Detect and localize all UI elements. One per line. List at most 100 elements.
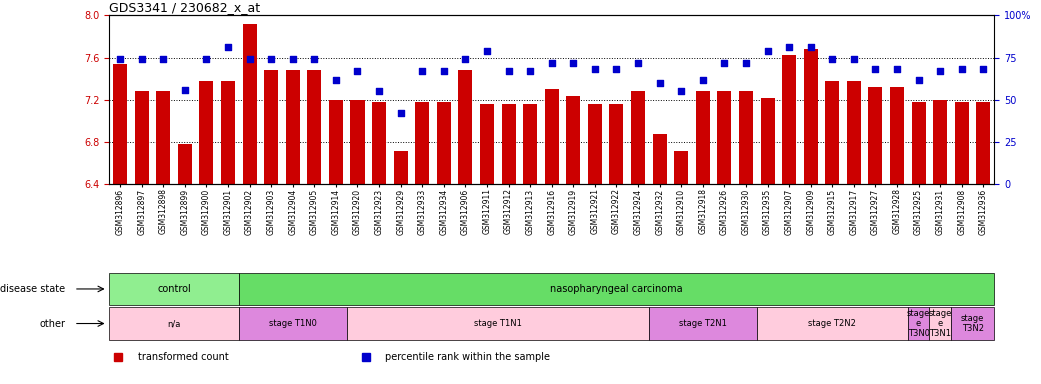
Text: stage T1N0: stage T1N0 (269, 319, 316, 328)
Bar (912, 102, 925, 184)
Bar (351, 100, 364, 184)
Point (889, 66, 906, 73)
Bar (544, 89, 559, 184)
Point (781, 45, 797, 51)
Point (586, 66, 603, 73)
Point (220, 45, 236, 51)
Point (932, 68, 948, 74)
Point (672, 88, 689, 94)
Point (543, 60, 560, 66)
Bar (502, 104, 515, 184)
Point (630, 60, 646, 66)
Bar (757, 307, 908, 340)
Text: disease state: disease state (0, 284, 65, 294)
Bar (951, 307, 994, 340)
Point (652, 80, 668, 86)
Point (133, 56, 150, 62)
Bar (761, 98, 775, 184)
Bar (221, 81, 235, 184)
Bar (566, 96, 580, 184)
Text: nasopharyngeal carcinoma: nasopharyngeal carcinoma (550, 284, 683, 294)
Text: stage T2N1: stage T2N1 (679, 319, 727, 328)
Bar (437, 102, 451, 184)
Point (242, 56, 258, 62)
Bar (717, 91, 732, 184)
Bar (347, 307, 649, 340)
Point (328, 76, 345, 83)
Bar (134, 91, 149, 184)
Point (522, 68, 538, 74)
Text: percentile rank within the sample: percentile rank within the sample (385, 352, 551, 362)
Point (262, 56, 279, 62)
Bar (930, 307, 951, 340)
Text: stage
T3N2: stage T3N2 (961, 314, 984, 333)
Bar (739, 91, 753, 184)
Text: stage
e
T3N0: stage e T3N0 (907, 309, 931, 338)
Bar (675, 151, 688, 184)
Point (349, 68, 365, 74)
Point (565, 60, 582, 66)
Text: n/a: n/a (168, 319, 181, 328)
Bar (631, 91, 645, 184)
Point (716, 60, 733, 66)
Point (910, 76, 926, 83)
Point (306, 56, 323, 62)
Bar (109, 273, 238, 305)
Bar (695, 91, 710, 184)
Point (198, 56, 214, 62)
Text: transformed count: transformed count (137, 352, 228, 362)
Bar (243, 24, 256, 184)
Bar (804, 49, 818, 184)
Point (845, 56, 862, 62)
Point (759, 48, 776, 54)
Bar (653, 134, 666, 184)
Point (694, 76, 711, 83)
Point (867, 66, 884, 73)
Text: stage
e
T3N1: stage e T3N1 (929, 309, 951, 338)
Point (608, 66, 625, 73)
Bar (109, 307, 238, 340)
Bar (890, 87, 904, 184)
Bar (238, 273, 994, 305)
Bar (264, 70, 278, 184)
Point (155, 56, 172, 62)
Bar (649, 307, 757, 340)
Point (824, 56, 841, 62)
Bar (609, 104, 624, 184)
Bar (238, 307, 347, 340)
Bar (782, 55, 796, 184)
Bar (200, 81, 213, 184)
Text: GDS3341 / 230682_x_at: GDS3341 / 230682_x_at (109, 1, 260, 14)
Text: stage T1N1: stage T1N1 (474, 319, 522, 328)
Bar (415, 102, 429, 184)
Bar (908, 307, 930, 340)
Bar (976, 102, 990, 184)
Point (975, 66, 992, 73)
Point (479, 48, 496, 54)
Bar (329, 100, 342, 184)
Bar (524, 104, 537, 184)
Point (738, 60, 755, 66)
Point (111, 56, 128, 62)
Text: stage T2N2: stage T2N2 (809, 319, 857, 328)
Bar (847, 81, 861, 184)
Bar (307, 70, 322, 184)
Bar (588, 104, 602, 184)
Text: control: control (157, 284, 191, 294)
Bar (826, 81, 839, 184)
Text: other: other (40, 318, 65, 329)
Bar (156, 91, 171, 184)
Bar (480, 104, 494, 184)
Point (803, 45, 819, 51)
Point (457, 56, 474, 62)
Bar (178, 144, 192, 184)
Point (414, 68, 431, 74)
Bar (933, 100, 947, 184)
Point (501, 68, 517, 74)
Bar (393, 151, 408, 184)
Bar (113, 64, 127, 184)
Point (392, 110, 409, 116)
Point (371, 88, 387, 94)
Bar (285, 70, 300, 184)
Bar (458, 70, 473, 184)
